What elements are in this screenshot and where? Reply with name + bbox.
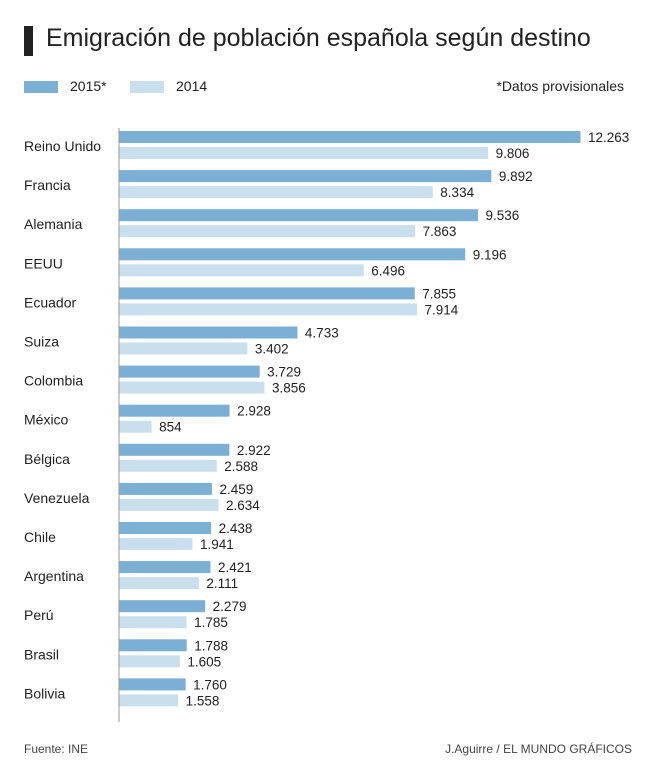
- category-label-colombia: Colombia: [24, 373, 83, 389]
- value-label-2015-chile: 2.438: [219, 521, 253, 536]
- category-label-reino-unido: Reino Unido: [24, 138, 101, 154]
- value-label-2014-mexico: 854: [159, 420, 182, 435]
- category-label-venezuela: Venezuela: [24, 490, 90, 506]
- category-label-belgica: Bélgica: [24, 451, 70, 467]
- bar-2015-colombia: [119, 365, 260, 378]
- value-label-2014-eeuu: 6.496: [371, 263, 405, 278]
- bar-2015-brasil: [119, 639, 187, 652]
- value-label-2014-colombia: 3.856: [272, 381, 306, 396]
- value-label-2015-peru: 2.279: [213, 599, 247, 614]
- bar-2014-alemania: [119, 225, 416, 238]
- bar-2015-eeuu: [119, 248, 466, 261]
- bar-2014-eeuu: [119, 264, 364, 277]
- category-label-chile: Chile: [24, 529, 56, 545]
- value-label-2015-francia: 9.892: [499, 169, 533, 184]
- category-label-bolivia: Bolivia: [24, 685, 65, 701]
- bar-2014-chile: [119, 538, 193, 550]
- bar-2015-francia: [119, 170, 492, 183]
- bar-2015-venezuela: [119, 482, 212, 495]
- value-label-2015-argentina: 2.421: [218, 560, 252, 575]
- bar-2015-chile: [119, 522, 212, 534]
- value-label-2015-reino-unido: 12.263: [588, 130, 629, 145]
- value-label-2015-mexico: 2.928: [237, 404, 271, 419]
- bar-2014-ecuador: [119, 303, 418, 316]
- bar-2015-argentina: [119, 561, 211, 574]
- value-label-2015-suiza: 4.733: [305, 326, 339, 341]
- bar-2014-venezuela: [119, 498, 219, 511]
- value-label-2015-bolivia: 1.760: [193, 677, 227, 692]
- legend-swatch-2014: [130, 81, 164, 93]
- category-label-francia: Francia: [24, 177, 71, 193]
- value-label-2014-peru: 1.785: [194, 615, 228, 630]
- credit-text: J.Aguirre / EL MUNDO GRÁFICOS: [445, 742, 632, 756]
- bar-2014-colombia: [119, 381, 265, 394]
- bar-2014-peru: [119, 616, 187, 629]
- value-label-2015-brasil: 1.788: [194, 638, 228, 653]
- bar-2015-alemania: [119, 209, 478, 222]
- category-label-alemania: Alemania: [24, 216, 83, 232]
- category-label-brasil: Brasil: [24, 646, 59, 662]
- bar-2014-suiza: [119, 342, 248, 355]
- value-label-2014-venezuela: 2.634: [226, 498, 260, 513]
- legend-label-2014: 2014: [176, 78, 208, 94]
- value-label-2015-eeuu: 9.196: [473, 247, 507, 262]
- bar-2014-francia: [119, 186, 433, 199]
- category-label-mexico: México: [24, 412, 69, 428]
- category-label-eeuu: EEUU: [24, 255, 63, 271]
- source-text: Fuente: INE: [24, 742, 89, 756]
- value-label-2015-alemania: 9.536: [485, 208, 519, 223]
- value-label-2014-alemania: 7.863: [423, 224, 457, 239]
- title-accent-bar: [24, 26, 33, 56]
- bar-2014-mexico: [119, 420, 152, 433]
- bar-2014-reino-unido: [119, 147, 489, 159]
- value-label-2015-ecuador: 7.855: [422, 286, 456, 301]
- legend-label-2015: 2015*: [70, 78, 107, 94]
- bar-2015-suiza: [119, 326, 298, 339]
- category-label-suiza: Suiza: [24, 334, 59, 350]
- value-label-2014-ecuador: 7.914: [425, 302, 459, 317]
- category-label-ecuador: Ecuador: [24, 294, 76, 310]
- category-label-argentina: Argentina: [24, 568, 84, 584]
- value-label-2015-colombia: 3.729: [267, 365, 301, 380]
- value-label-2014-bolivia: 1.558: [186, 693, 220, 708]
- value-label-2014-argentina: 2.111: [206, 576, 238, 591]
- value-label-2014-francia: 8.334: [440, 185, 474, 200]
- bar-2014-brasil: [119, 655, 180, 668]
- value-label-2014-reino-unido: 9.806: [496, 146, 530, 161]
- bar-2014-bolivia: [119, 694, 179, 707]
- bar-2014-argentina: [119, 577, 199, 590]
- value-label-2015-venezuela: 2.459: [219, 482, 253, 497]
- legend-swatch-2015: [24, 81, 58, 93]
- bar-2014-belgica: [119, 459, 217, 472]
- provisional-data-note: *Datos provisionales: [496, 78, 624, 94]
- bar-2015-peru: [119, 600, 206, 613]
- bar-2015-reino-unido: [119, 131, 581, 143]
- value-label-2014-brasil: 1.605: [187, 654, 221, 669]
- bar-2015-ecuador: [119, 287, 415, 300]
- bar-2015-belgica: [119, 443, 230, 456]
- value-label-2015-belgica: 2.922: [237, 443, 271, 458]
- value-label-2014-suiza: 3.402: [255, 342, 289, 357]
- category-label-peru: Perú: [24, 607, 54, 623]
- value-label-2014-chile: 1.941: [200, 537, 234, 552]
- bar-2015-bolivia: [119, 678, 186, 691]
- bar-2015-mexico: [119, 404, 230, 417]
- chart-title: Emigración de población española según d…: [46, 24, 591, 52]
- value-label-2014-belgica: 2.588: [224, 459, 258, 474]
